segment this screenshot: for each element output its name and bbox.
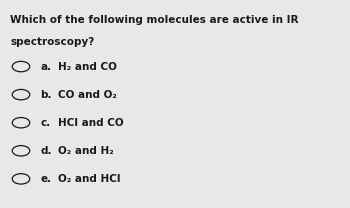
Text: spectroscopy?: spectroscopy?	[10, 37, 95, 47]
Text: c.: c.	[40, 118, 50, 128]
Text: b.: b.	[40, 90, 52, 100]
Text: CO and O₂: CO and O₂	[58, 90, 117, 100]
Text: O₂ and HCl: O₂ and HCl	[58, 174, 120, 184]
Text: e.: e.	[40, 174, 51, 184]
Text: H₂ and CO: H₂ and CO	[58, 62, 117, 72]
Text: d.: d.	[40, 146, 52, 156]
Text: O₂ and H₂: O₂ and H₂	[58, 146, 113, 156]
Text: a.: a.	[40, 62, 51, 72]
Text: Which of the following molecules are active in IR: Which of the following molecules are act…	[10, 15, 299, 25]
Text: HCl and CO: HCl and CO	[58, 118, 123, 128]
